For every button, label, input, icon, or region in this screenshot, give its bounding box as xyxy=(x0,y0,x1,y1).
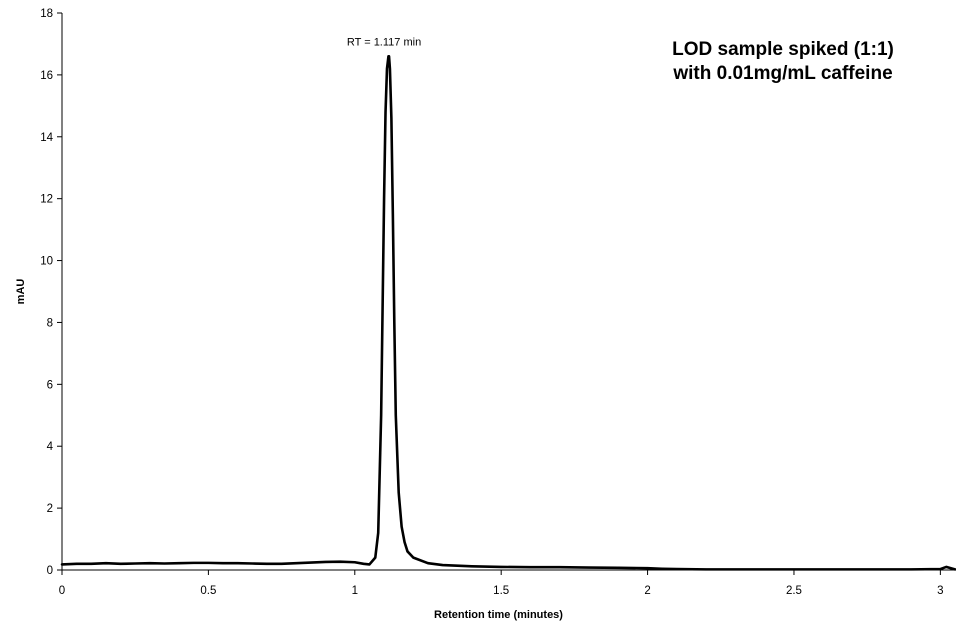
chromatogram-trace xyxy=(60,55,956,571)
y-tick-label: 0 xyxy=(47,565,53,577)
y-tick-label: 14 xyxy=(40,132,53,144)
y-tick-label: 2 xyxy=(47,503,53,515)
x-tick-label: 1.5 xyxy=(493,585,509,597)
x-tick-label: 1 xyxy=(352,585,358,597)
y-axis-ticks: 0 2 4 6 8 10 12 14 16 18 xyxy=(40,8,62,577)
y-tick-label: 4 xyxy=(47,441,54,453)
retention-time-annotation: RT = 1.117 min xyxy=(347,36,421,48)
axes xyxy=(61,13,955,571)
y-axis-label: mAU xyxy=(15,279,27,305)
chart-title-line-2: with 0.01mg/mL caffeine xyxy=(672,63,892,84)
x-axis-label: Retention time (minutes) xyxy=(434,609,563,621)
x-tick-label: 0 xyxy=(59,585,65,597)
x-axis-ticks: 0 0.5 1 1.5 2 2.5 3 xyxy=(59,570,944,597)
chart-title-line-1: LOD sample spiked (1:1) xyxy=(672,39,894,60)
y-tick-label: 10 xyxy=(40,256,53,268)
series-layer xyxy=(60,55,956,571)
y-tick-label: 12 xyxy=(40,194,53,206)
x-tick-label: 0.5 xyxy=(200,585,216,597)
y-tick-label: 18 xyxy=(40,8,53,20)
x-tick-label: 3 xyxy=(937,585,943,597)
x-tick-label: 2.5 xyxy=(786,585,802,597)
y-tick-label: 8 xyxy=(47,317,53,329)
y-tick-label: 16 xyxy=(40,70,53,82)
x-tick-label: 2 xyxy=(644,585,650,597)
y-tick-label: 6 xyxy=(47,379,53,391)
